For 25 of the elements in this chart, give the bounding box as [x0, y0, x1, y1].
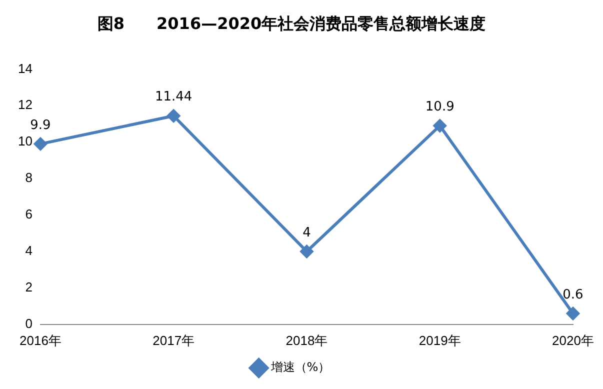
x-tick-label: 2017年 — [152, 332, 195, 348]
point — [34, 137, 47, 150]
y-tick-label: 0 — [25, 316, 32, 331]
y-tick-label: 2 — [25, 280, 32, 295]
data-label: 9.9 — [30, 118, 51, 133]
y-tick-label: 8 — [25, 170, 32, 186]
chart-title: 图8 2016—2020年社会消费品零售总额增长速度 — [97, 14, 486, 33]
legend-label: 增速（%） — [270, 360, 330, 374]
y-tick-label: 10 — [18, 134, 32, 149]
point — [167, 109, 180, 122]
data-label: 0.6 — [562, 287, 584, 302]
y-tick-label: 12 — [18, 97, 32, 112]
x-tick-label: 2020年 — [552, 332, 594, 348]
point — [433, 119, 446, 132]
x-tick-label: 2018年 — [286, 332, 328, 348]
data-label: 4 — [302, 225, 311, 240]
data-label: 10.9 — [425, 100, 454, 115]
point — [566, 306, 580, 320]
x-tick-label: 2016年 — [20, 332, 62, 348]
x-tick-label: 2019年 — [418, 332, 461, 348]
y-tick-label: 6 — [25, 206, 32, 222]
y-tick-label: 14 — [18, 60, 32, 76]
point — [300, 244, 314, 258]
data-label: 11.44 — [154, 90, 192, 105]
y-tick-label: 4 — [25, 243, 32, 258]
